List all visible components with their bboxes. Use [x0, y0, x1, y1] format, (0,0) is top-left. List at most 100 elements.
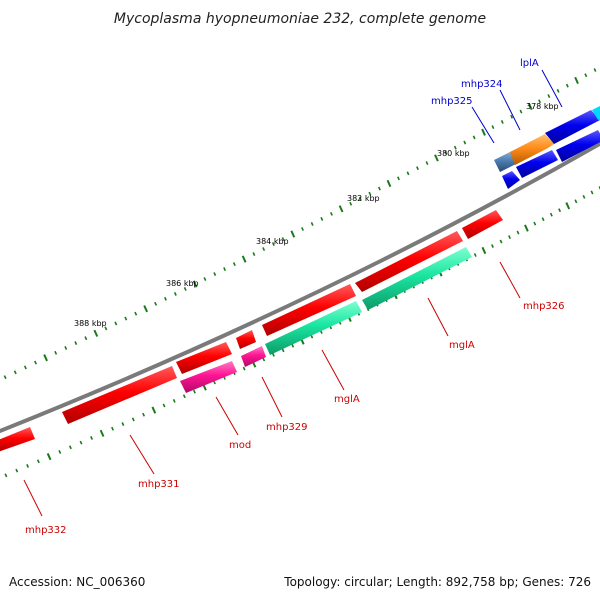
- outer-scale-tick: [500, 120, 504, 124]
- gene-label-mhp332: mhp332: [25, 525, 67, 536]
- inner-scale-tick: [182, 394, 186, 399]
- outer-scale-tick: [386, 179, 392, 188]
- outer-scale-tick: [358, 196, 362, 201]
- gene-label-lplA: lplA: [520, 58, 539, 69]
- outer-scale-tick: [301, 227, 304, 231]
- gene-label-mhp329: mhp329: [266, 422, 308, 433]
- inner-scale-tick: [473, 253, 477, 257]
- inner-scale-tick: [281, 348, 285, 353]
- gene-feature-mglA-red[interactable]: [355, 231, 463, 292]
- outer-scale-tick: [406, 171, 410, 176]
- gene-feature-mod[interactable]: [176, 342, 232, 374]
- inner-scale-tick: [4, 473, 8, 478]
- gene-feature-mhp331[interactable]: [62, 366, 177, 424]
- inner-scale-tick: [558, 208, 562, 213]
- outer-scale-tick: [74, 341, 78, 346]
- gene-feature-lplA[interactable]: [545, 110, 600, 144]
- outer-scale-ring: [3, 68, 597, 380]
- outer-scale-tick: [34, 360, 37, 365]
- outer-scale-tick: [519, 109, 523, 114]
- gene-feature-mod-pink[interactable]: [180, 361, 237, 393]
- outer-scale-tick: [281, 237, 285, 241]
- gene-feature-mhp326[interactable]: [462, 210, 503, 239]
- gene-label-mhp324: mhp324: [461, 79, 503, 90]
- gene-feature-red-mid[interactable]: [262, 284, 356, 336]
- outer-scale-tick: [232, 262, 236, 267]
- genome-backbone: [0, 141, 600, 434]
- outer-scale-tick: [143, 305, 149, 313]
- outer-scale-tick: [463, 140, 467, 145]
- outer-scale-tick: [93, 329, 99, 337]
- outer-scale-tick: [223, 267, 227, 271]
- gene-feature-mglA-green-2[interactable]: [265, 301, 362, 355]
- outer-scale-tick: [13, 370, 17, 375]
- inner-scale-tick: [291, 343, 295, 348]
- outer-scale-tick: [547, 94, 551, 98]
- inner-scale-tick: [524, 224, 529, 232]
- outer-scale-tick: [241, 255, 247, 263]
- inner-scale-tick: [58, 450, 62, 454]
- inner-scale-tick: [192, 389, 196, 394]
- outer-scale-tick: [377, 186, 381, 191]
- inner-scale-tick: [68, 445, 72, 450]
- outer-scale-tick: [203, 277, 207, 281]
- outer-scale-tick: [154, 301, 158, 306]
- outer-scale-tick: [368, 191, 372, 196]
- inner-scale-tick: [508, 235, 511, 239]
- gene-feature-mhp329-pink[interactable]: [241, 346, 266, 367]
- inner-scale-tick: [162, 403, 166, 408]
- gene-feature-lplA-edge: [592, 106, 600, 120]
- gene-feature-mhp324[interactable]: [510, 134, 554, 165]
- inner-scale-tick: [565, 202, 571, 210]
- gene-label-mhp326: mhp326: [523, 301, 565, 312]
- inner-scale-tick: [121, 422, 125, 426]
- forward-leader-lines: [471, 69, 563, 144]
- outer-scale-tick: [574, 76, 579, 85]
- outer-scale-tick: [192, 280, 198, 288]
- outer-scale-tick: [84, 336, 88, 341]
- inner-scale-tick: [582, 194, 586, 199]
- gene-label-mglA-2: mglA: [334, 394, 360, 405]
- tick-label-386: 386 kbp: [166, 279, 199, 288]
- inner-scale-tick: [590, 190, 594, 195]
- gene-label-mhp331: mhp331: [138, 479, 180, 490]
- inner-scale-tick: [26, 464, 30, 468]
- outer-scale-tick: [416, 166, 419, 171]
- tick-label-384: 384 kbp: [256, 237, 289, 246]
- outer-scale-tick: [491, 125, 495, 130]
- gene-feature-forward-b[interactable]: [516, 150, 558, 178]
- inner-scale-tick: [516, 230, 520, 235]
- gene-feature-forward-c[interactable]: [556, 130, 600, 162]
- tick-label-380: 380 kbp: [437, 149, 470, 158]
- inner-scale-tick: [541, 217, 545, 222]
- inner-scale-tick: [15, 468, 19, 473]
- inner-scale-tick: [491, 244, 494, 248]
- topology-summary: Topology: circular; Length: 892,758 bp; …: [283, 575, 591, 589]
- outer-scale-tick: [397, 176, 400, 181]
- outer-scale-tick: [124, 316, 128, 321]
- inner-scale-tick: [481, 246, 487, 255]
- outer-scale-tick: [252, 252, 256, 257]
- tick-label-388: 388 kbp: [74, 319, 107, 328]
- outer-scale-tick: [565, 83, 569, 88]
- outer-scale-tick: [593, 68, 597, 72]
- gene-feature-mglA-green[interactable]: [362, 247, 472, 310]
- outer-scale-tick: [556, 88, 560, 93]
- gene-feature-mhp329[interactable]: [236, 330, 256, 349]
- inner-scale-tick: [172, 398, 176, 403]
- inner-scale-tick: [151, 406, 157, 414]
- outer-scale-tick: [310, 222, 314, 226]
- outer-scale-tick: [425, 161, 429, 165]
- inner-scale-tick: [79, 440, 83, 445]
- inner-scale-tick: [549, 212, 553, 217]
- outer-scale-tick: [290, 230, 296, 238]
- outer-scale-tick: [434, 154, 439, 162]
- inner-scale-tick: [36, 459, 40, 464]
- outer-scale-tick: [262, 247, 266, 252]
- gene-label-mhp325: mhp325: [431, 96, 473, 107]
- reverse-leader-lines: [23, 261, 521, 517]
- gene-feature-mhp332[interactable]: [0, 427, 35, 452]
- inner-scale-tick: [533, 221, 537, 226]
- gene-feature-forward-a[interactable]: [502, 171, 520, 189]
